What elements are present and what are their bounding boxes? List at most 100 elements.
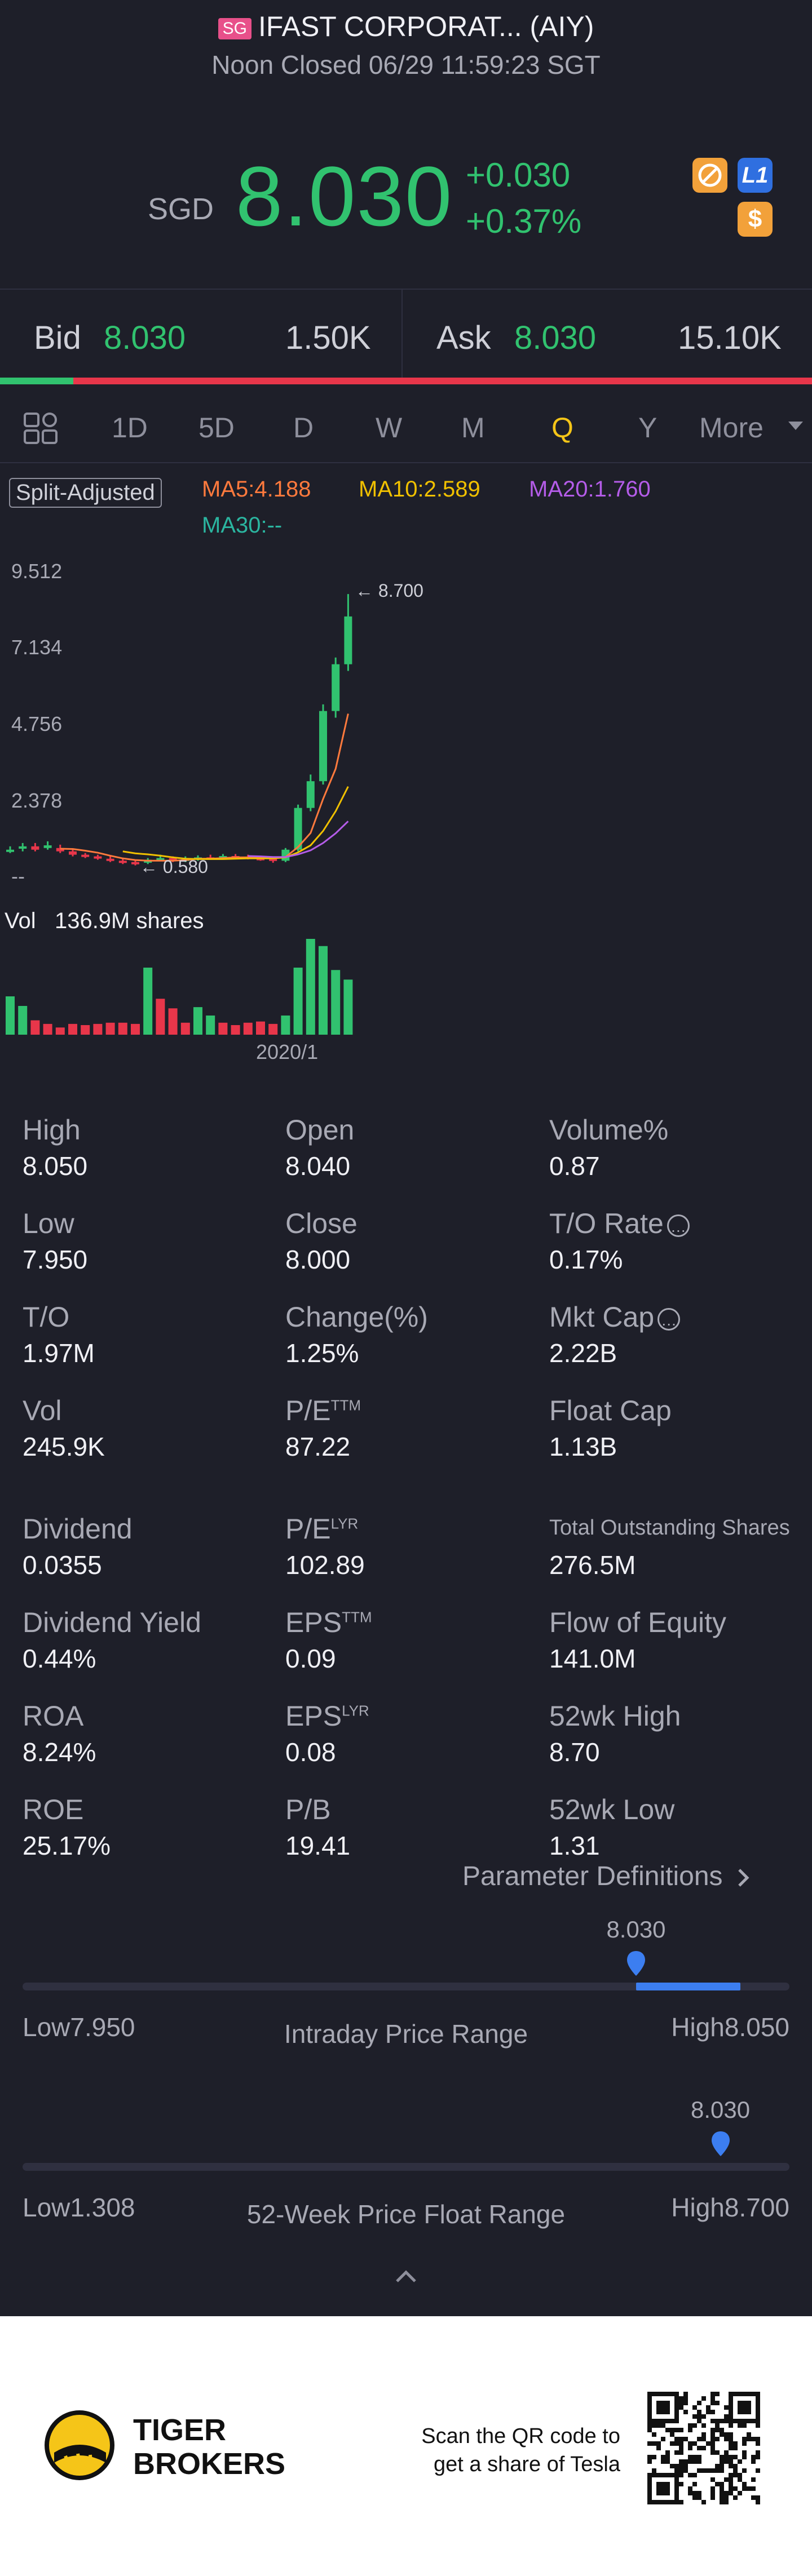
qr-module — [647, 2401, 652, 2405]
qr-module — [738, 2419, 742, 2423]
volume-bar — [93, 1023, 103, 1035]
stat-label: P/E — [285, 1513, 331, 1545]
qr-module — [692, 2459, 697, 2464]
qr-module — [742, 2441, 747, 2446]
chevron-up-icon[interactable] — [395, 2269, 417, 2286]
qr-module — [661, 2423, 665, 2428]
max-price-label: 8.700 — [378, 580, 423, 601]
qr-module — [665, 2405, 670, 2410]
tab-y[interactable]: Y — [638, 412, 657, 444]
qr-module — [683, 2396, 688, 2401]
qr-module — [742, 2410, 747, 2414]
volume-bar — [306, 939, 315, 1035]
qr-module — [751, 2437, 756, 2441]
candle-body — [94, 856, 102, 859]
to-rate-label-wrap[interactable]: T/O Rate… — [549, 1207, 690, 1240]
tab-5d[interactable]: 5D — [198, 412, 235, 444]
tab-1d[interactable]: 1D — [112, 412, 148, 444]
qr-module — [701, 2396, 706, 2401]
stat-label: T/O — [23, 1301, 70, 1333]
price-change: +0.030 — [466, 156, 571, 194]
ma20-line — [248, 821, 349, 858]
level1-badge[interactable]: L1 — [738, 158, 773, 193]
layout-grid-icon[interactable] — [23, 411, 60, 445]
qr-module — [688, 2473, 692, 2477]
qr-module — [647, 2477, 652, 2482]
volume-bar — [81, 1025, 90, 1035]
qr-module — [706, 2441, 710, 2446]
qr-module — [661, 2500, 665, 2504]
location-pin-icon — [626, 1950, 646, 1980]
qr-module — [665, 2500, 670, 2504]
qr-module — [661, 2410, 665, 2414]
stat-value: 102.89 — [285, 1550, 365, 1580]
qr-module — [697, 2419, 701, 2423]
tab-m[interactable]: M — [461, 412, 485, 444]
qr-module — [692, 2441, 697, 2446]
qr-module — [674, 2473, 679, 2477]
mkt-cap-label-wrap[interactable]: Mkt Cap… — [549, 1301, 681, 1333]
stat-label: Open — [285, 1114, 355, 1146]
qr-module — [656, 2401, 661, 2405]
tab-w[interactable]: W — [376, 412, 403, 444]
stock-title[interactable]: IFAST CORPORAT... (AIY) — [258, 11, 594, 42]
qr-module — [679, 2450, 683, 2455]
qr-module — [733, 2441, 738, 2446]
volume-chart[interactable] — [0, 935, 395, 1037]
qr-module — [756, 2437, 760, 2441]
qr-module — [756, 2414, 760, 2419]
stat-value: 141.0M — [549, 1644, 636, 1673]
candlestick-chart[interactable] — [0, 564, 395, 890]
chevron-down-icon[interactable] — [787, 420, 804, 434]
brand-line1: TIGER — [133, 2413, 227, 2447]
parameter-definitions-link[interactable]: Parameter Definitions — [462, 1861, 751, 1892]
qr-module — [670, 2432, 674, 2437]
info-icon[interactable]: … — [657, 1307, 681, 1331]
candle-body — [6, 849, 14, 852]
stat-value: 1.31 — [549, 1831, 600, 1860]
qr-module — [647, 2410, 652, 2414]
volume-bar — [331, 970, 341, 1035]
stat-value: 19.41 — [285, 1831, 351, 1860]
qr-module — [688, 2423, 692, 2428]
qr-module — [733, 2455, 738, 2459]
qr-module — [674, 2486, 679, 2491]
qr-module — [647, 2441, 652, 2446]
qr-module — [674, 2441, 679, 2446]
qr-module — [710, 2468, 715, 2473]
qr-module — [661, 2459, 665, 2464]
qr-module — [652, 2473, 656, 2477]
no-shorting-icon[interactable] — [692, 158, 727, 193]
info-icon[interactable]: … — [667, 1214, 690, 1237]
qr-module — [710, 2441, 715, 2446]
x-axis-label: 2020/1 — [256, 1040, 319, 1063]
qr-module — [710, 2491, 715, 2495]
volume-bar — [256, 1021, 265, 1035]
qr-module — [715, 2401, 720, 2405]
intraday-high: High8.050 — [671, 2012, 789, 2042]
qr-module — [756, 2455, 760, 2459]
dollar-badge[interactable]: $ — [738, 202, 773, 237]
qr-module — [742, 2437, 747, 2441]
split-adjusted-toggle[interactable]: Split-Adjusted — [9, 478, 162, 508]
qr-module — [701, 2437, 706, 2441]
stat-value: 7.950 — [23, 1245, 88, 1274]
qr-module — [729, 2464, 733, 2468]
stat-value: 1.25% — [285, 1338, 359, 1368]
qr-module — [710, 2392, 715, 2396]
tab-q[interactable]: Q — [551, 412, 573, 444]
qr-module — [679, 2405, 683, 2410]
qr-module — [665, 2455, 670, 2459]
qr-module — [647, 2405, 652, 2410]
qr-module — [733, 2486, 738, 2491]
qr-code[interactable] — [647, 2392, 760, 2504]
tab-d[interactable]: D — [293, 412, 314, 444]
qr-module — [738, 2459, 742, 2464]
intraday-fill — [636, 1983, 740, 1990]
qr-module — [679, 2482, 683, 2486]
qr-module — [733, 2495, 738, 2500]
qr-module — [665, 2459, 670, 2464]
tab-more[interactable]: More — [699, 412, 764, 444]
qr-module — [652, 2441, 656, 2446]
candle-body — [69, 851, 77, 855]
